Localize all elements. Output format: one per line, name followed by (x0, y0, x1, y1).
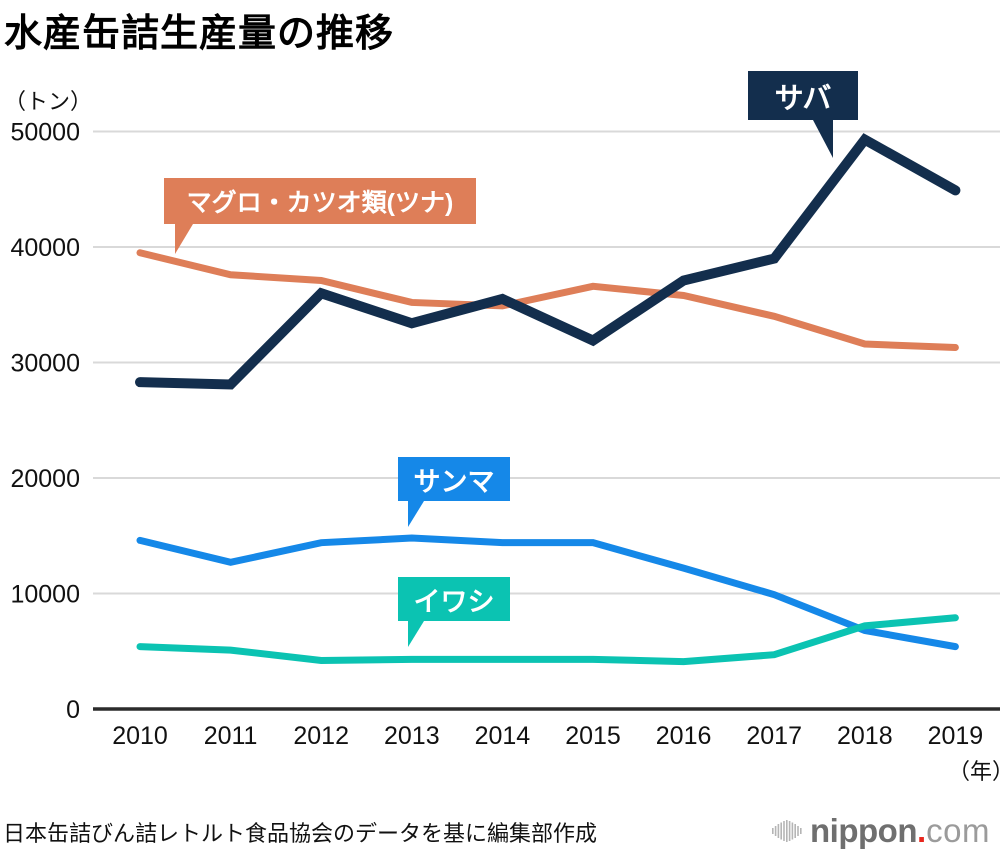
soundwave-bar (783, 820, 785, 841)
x-axis-unit-label: （年） (948, 759, 1000, 784)
x-tick-label: 2018 (837, 722, 893, 750)
soundwave-bar (772, 827, 774, 834)
soundwave-icon (772, 819, 802, 842)
x-tick-label: 2016 (656, 722, 712, 750)
x-tick-label: 2011 (204, 722, 258, 750)
x-tick-label: 2010 (112, 722, 168, 750)
soundwave-bar (774, 825, 777, 836)
y-tick-label: 0 (66, 696, 80, 724)
saba-series-callout: サバ (748, 71, 858, 158)
soundwave-bar (788, 820, 791, 841)
series-line-1 (135, 133, 961, 390)
saba-series-label: サバ (774, 82, 832, 115)
soundwave-bar (797, 825, 799, 836)
y-tick-label: 40000 (10, 234, 80, 262)
soundwave-bar (791, 822, 794, 839)
y-tick-label: 10000 (10, 581, 80, 609)
saba-callout-pointer (813, 120, 833, 158)
y-tick-label: 50000 (10, 119, 80, 147)
tuna-callout-pointer (175, 224, 193, 254)
series-line-2 (136, 249, 959, 351)
sanma-series-callout: サンマ (398, 457, 510, 527)
y-tick-label: 20000 (10, 465, 80, 493)
x-tick-label: 2019 (928, 722, 984, 750)
x-tick-label: 2014 (475, 722, 531, 750)
chart-title: 水産缶詰生産量の推移 (4, 13, 395, 55)
x-tick-label: 2013 (384, 722, 440, 750)
x-tick-label: 2017 (746, 722, 802, 750)
sanma-callout-pointer (408, 501, 424, 527)
nippon-logo: nippon.com (771, 814, 990, 847)
series-line-3 (136, 534, 959, 651)
y-tick-label: 30000 (10, 350, 80, 378)
soundwave-bar (800, 827, 802, 834)
iwashi-series-label: イワシ (413, 586, 495, 617)
sanma-series-label: サンマ (413, 466, 495, 497)
soundwave-bar (794, 823, 797, 838)
iwashi-series-callout: イワシ (398, 577, 510, 647)
y-axis-unit-label: （トン） (4, 89, 93, 114)
x-tick-label: 2012 (293, 722, 349, 750)
tuna-series-label: マグロ・カツオ類(ツナ) (186, 189, 454, 217)
x-tick-label: 2015 (565, 722, 621, 750)
soundwave-bar (780, 822, 783, 839)
iwashi-callout-pointer (408, 621, 424, 647)
source-note: 日本缶詰びん詰レトルト食品協会のデータを基に編集部作成 (3, 821, 598, 846)
series-line-4 (136, 614, 959, 666)
tuna-series-callout: マグロ・カツオ類(ツナ) (164, 178, 476, 254)
soundwave-bar (786, 819, 788, 842)
soundwave-bar (777, 823, 780, 838)
logo-wordmark: nippon.com (810, 812, 990, 849)
